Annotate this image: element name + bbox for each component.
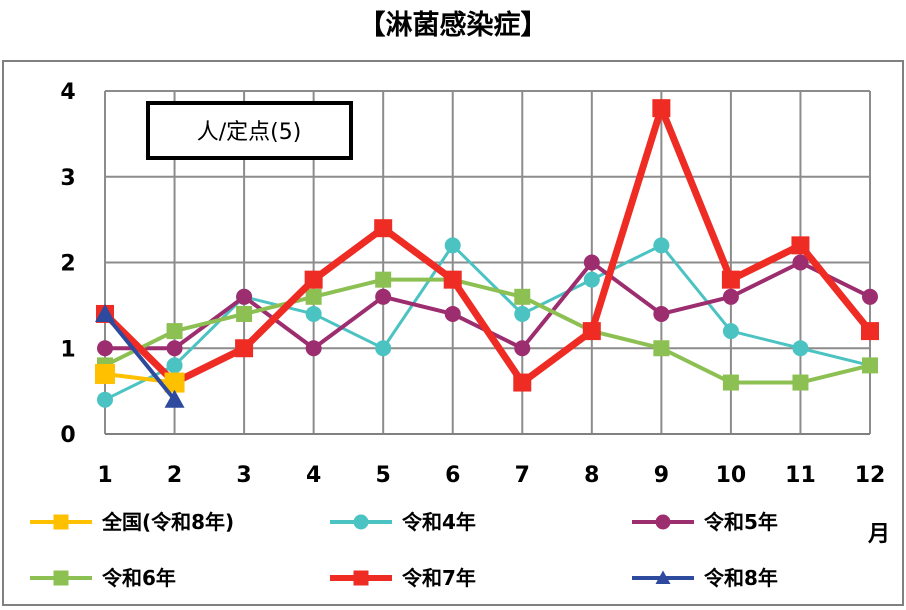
data-point (792, 340, 809, 357)
legend-swatch-marker (353, 514, 369, 530)
x-tick-label: 5 (376, 463, 391, 488)
series-line (103, 243, 872, 402)
y-tick-label: 3 (60, 166, 75, 191)
data-point (95, 363, 115, 384)
data-point (792, 254, 809, 271)
x-tick-label: 12 (855, 463, 886, 488)
data-point (513, 373, 532, 392)
series-4 (96, 99, 879, 392)
data-point (652, 99, 671, 118)
data-point (305, 305, 322, 322)
legend-swatch-marker (53, 570, 69, 586)
x-tick-label: 4 (306, 463, 321, 488)
data-point (164, 389, 185, 408)
data-point (862, 357, 878, 374)
data-point (236, 305, 253, 322)
x-tick-label: 7 (515, 463, 530, 488)
y-tick-label: 0 (60, 423, 75, 448)
data-point (862, 288, 878, 305)
unit-label-frame (146, 101, 353, 160)
series-line (101, 104, 874, 387)
series-line (103, 277, 872, 385)
data-point (97, 391, 113, 408)
x-tick-label: 10 (716, 463, 747, 488)
series-line (103, 311, 177, 402)
legend-item: 令和4年 (330, 510, 476, 534)
y-tick-label: 4 (60, 80, 75, 105)
legend-label: 令和7年 (402, 566, 476, 590)
data-point (374, 219, 393, 238)
data-point (305, 340, 322, 357)
series-2 (97, 254, 878, 357)
data-point (653, 237, 670, 254)
data-point (166, 340, 183, 357)
x-tick-label: 11 (785, 463, 816, 488)
unit-label: 人/定点(5) (197, 120, 302, 145)
data-point (792, 374, 809, 391)
legend-label: 全国(令和8年) (101, 510, 234, 534)
chart-border (2, 60, 904, 606)
x-tick-label: 3 (236, 463, 251, 488)
data-point (791, 236, 810, 255)
data-point (305, 288, 322, 305)
legend-label: 令和6年 (102, 566, 176, 590)
data-point (95, 303, 115, 322)
y-tick-label: 2 (60, 252, 75, 277)
data-point (861, 322, 879, 341)
series-line (103, 371, 177, 385)
data-point (166, 323, 183, 340)
data-point (583, 271, 600, 288)
legend-swatch-marker (53, 514, 69, 530)
y-tick-label: 1 (60, 337, 75, 362)
data-point (443, 270, 462, 289)
x-tick-label: 6 (445, 463, 460, 488)
data-point (653, 340, 670, 357)
data-point (375, 271, 392, 288)
data-point (721, 270, 740, 289)
legend-item: 令和5年 (632, 510, 778, 534)
data-point (582, 322, 601, 341)
legend-item: 令和6年 (30, 566, 176, 590)
data-point (304, 270, 323, 289)
legend-label: 令和4年 (402, 510, 476, 534)
x-tick-label: 8 (584, 463, 599, 488)
data-point (653, 305, 670, 322)
x-tick-label: 2 (167, 463, 182, 488)
x-tick-label: 9 (654, 463, 669, 488)
data-point (166, 357, 183, 374)
data-point (722, 374, 739, 391)
data-point (97, 340, 113, 357)
series-0 (95, 363, 185, 393)
data-point (514, 288, 531, 305)
data-point (236, 288, 253, 305)
data-point (375, 288, 392, 305)
legend-item: 全国(令和8年) (30, 510, 234, 534)
x-axis-label: 月 (867, 522, 890, 547)
data-point (722, 288, 739, 305)
chart-title: 【淋菌感染症】 (359, 9, 548, 41)
data-point (164, 372, 185, 393)
data-point (514, 340, 531, 357)
legend-item: 令和8年 (632, 566, 778, 590)
legend-item: 令和7年 (330, 566, 476, 590)
data-point (514, 305, 531, 322)
legend-label: 令和8年 (704, 566, 778, 590)
legend-swatch-marker (655, 570, 671, 584)
legend-label: 令和5年 (704, 510, 778, 534)
data-point (583, 254, 600, 271)
series-layer (95, 99, 879, 408)
series-5 (95, 303, 185, 408)
data-point (235, 339, 254, 358)
legend-swatch-marker (353, 570, 369, 586)
x-tick-label: 1 (97, 463, 112, 488)
data-point (444, 305, 461, 322)
data-point (722, 323, 739, 340)
unit-label-box: 人/定点(5) (146, 101, 353, 160)
data-point (444, 237, 461, 254)
data-point (375, 340, 392, 357)
legend-swatch-marker (655, 514, 671, 530)
